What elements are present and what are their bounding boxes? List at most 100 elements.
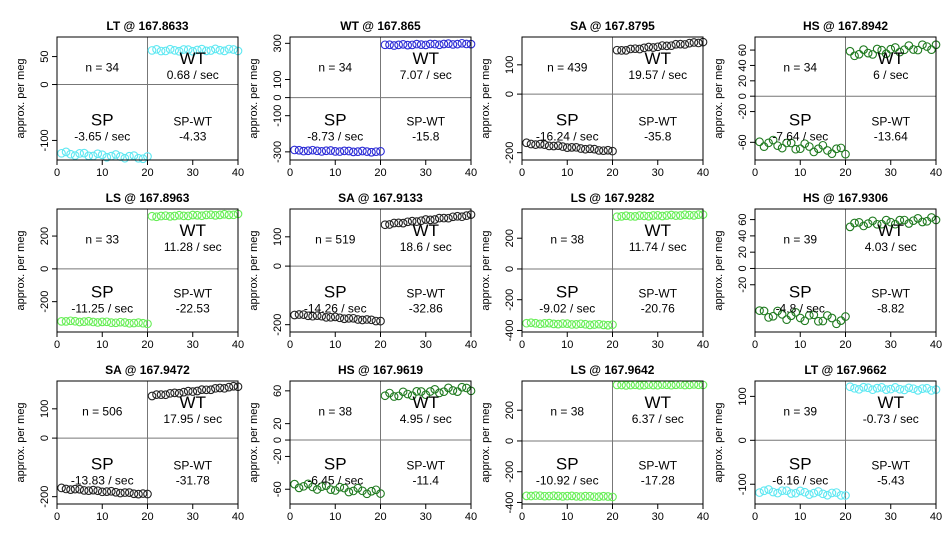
- x-tick-label: 20: [374, 511, 386, 523]
- sp-point: [125, 318, 134, 328]
- wt-point: [621, 381, 631, 390]
- sp-rate: -9.02 / sec: [539, 301, 595, 315]
- data-points: [57, 44, 243, 164]
- y-tick-label: 60: [737, 44, 749, 56]
- wt-point: [680, 210, 690, 220]
- data-points: [57, 209, 243, 329]
- x-tick-label: 0: [287, 339, 293, 351]
- x-tick-label: 30: [885, 167, 897, 179]
- x-tick-label: 10: [96, 167, 108, 179]
- sp-point: [353, 315, 363, 324]
- sp-point: [841, 491, 850, 500]
- x-tick-label: 30: [420, 511, 432, 523]
- wt-point: [895, 47, 905, 57]
- wt-point: [170, 211, 179, 221]
- sp-label: SP: [91, 283, 114, 302]
- x-tick-label: 40: [697, 339, 709, 351]
- wt-point: [403, 217, 413, 227]
- wt-point: [416, 216, 426, 226]
- wt-point: [174, 388, 184, 398]
- panel-title: LT @ 167.9662: [804, 363, 887, 377]
- x-tick-label: 40: [465, 511, 477, 523]
- wt-point: [215, 383, 225, 393]
- sp-point: [70, 316, 80, 326]
- panel-title: WT @ 167.865: [340, 19, 421, 33]
- wt-point: [635, 44, 645, 54]
- sp-point: [544, 491, 554, 501]
- wt-label: WT: [878, 393, 904, 412]
- sp-label: SP: [324, 283, 347, 302]
- sp-rate: -6.45 / sec: [307, 473, 363, 487]
- y-tick-label: -200: [504, 289, 516, 311]
- sp-point: [88, 317, 98, 327]
- wt-point: [152, 390, 161, 399]
- wt-point: [179, 45, 189, 54]
- wt-point: [220, 46, 229, 56]
- y-tick-label: 0: [39, 266, 51, 272]
- wt-point: [170, 388, 179, 398]
- y-tick-label: 300: [272, 34, 284, 52]
- data-points: [290, 210, 476, 326]
- sp-point: [768, 311, 778, 321]
- wt-point: [904, 383, 914, 393]
- x-tick-label: 20: [839, 339, 851, 351]
- diff-value: -20.76: [641, 301, 675, 315]
- wt-point: [389, 392, 399, 401]
- y-tick-label: 0: [504, 91, 516, 97]
- wt-point: [398, 218, 408, 228]
- sp-point: [800, 316, 810, 326]
- sp-point: [782, 486, 792, 496]
- wt-point: [201, 46, 211, 56]
- wt-point: [156, 390, 166, 399]
- wt-point: [380, 40, 390, 50]
- sp-point: [544, 318, 554, 328]
- wt-point: [662, 211, 672, 220]
- sp-point: [603, 492, 613, 501]
- y-tick-label: -200: [39, 486, 51, 508]
- x-tick-label: 10: [329, 339, 341, 351]
- sp-point: [129, 151, 139, 160]
- y-tick-label: 100: [272, 70, 284, 88]
- sp-point: [540, 319, 549, 328]
- sp-point: [143, 489, 152, 499]
- sp-point: [571, 319, 581, 329]
- sp-point: [111, 487, 121, 497]
- sp-point: [66, 149, 75, 159]
- sp-point: [134, 153, 143, 163]
- sp-point: [603, 320, 613, 330]
- wt-point: [412, 39, 422, 49]
- wt-point: [161, 211, 170, 221]
- x-tick-label: 40: [232, 511, 244, 523]
- panel-1: LT @ 167.8633 n = 34 WT0.68 / sec SP-3.65 /…: [15, 19, 244, 179]
- wt-point: [421, 40, 431, 50]
- sp-point: [526, 491, 536, 501]
- wt-point: [165, 388, 175, 398]
- sp-point: [362, 147, 372, 156]
- wt-point: [206, 210, 216, 220]
- wt-point: [877, 383, 887, 392]
- wt-point: [385, 40, 394, 50]
- sp-point: [594, 492, 604, 501]
- wt-point: [403, 389, 413, 399]
- sp-point: [66, 485, 75, 494]
- sp-point: [308, 145, 317, 155]
- wt-point: [909, 45, 918, 54]
- x-tick-label: 30: [420, 167, 432, 179]
- wt-point: [626, 211, 635, 221]
- wt-point: [462, 383, 471, 393]
- y-tick-label: 20: [272, 418, 284, 430]
- wt-point: [152, 212, 161, 222]
- y-axis-label: approx. per meg: [248, 58, 260, 138]
- panel-title: LS @ 167.8963: [106, 191, 190, 205]
- wt-point: [850, 51, 859, 61]
- sp-point: [800, 139, 810, 149]
- wt-point: [192, 45, 202, 55]
- sp-label: SP: [556, 455, 579, 474]
- wt-point: [434, 40, 444, 50]
- sp-point: [70, 151, 80, 160]
- wt-point: [398, 39, 408, 49]
- y-tick-label: 20: [737, 246, 749, 258]
- panel-title: HS @ 167.9619: [338, 363, 423, 377]
- sp-point: [562, 491, 572, 501]
- x-tick-label: 30: [187, 167, 199, 179]
